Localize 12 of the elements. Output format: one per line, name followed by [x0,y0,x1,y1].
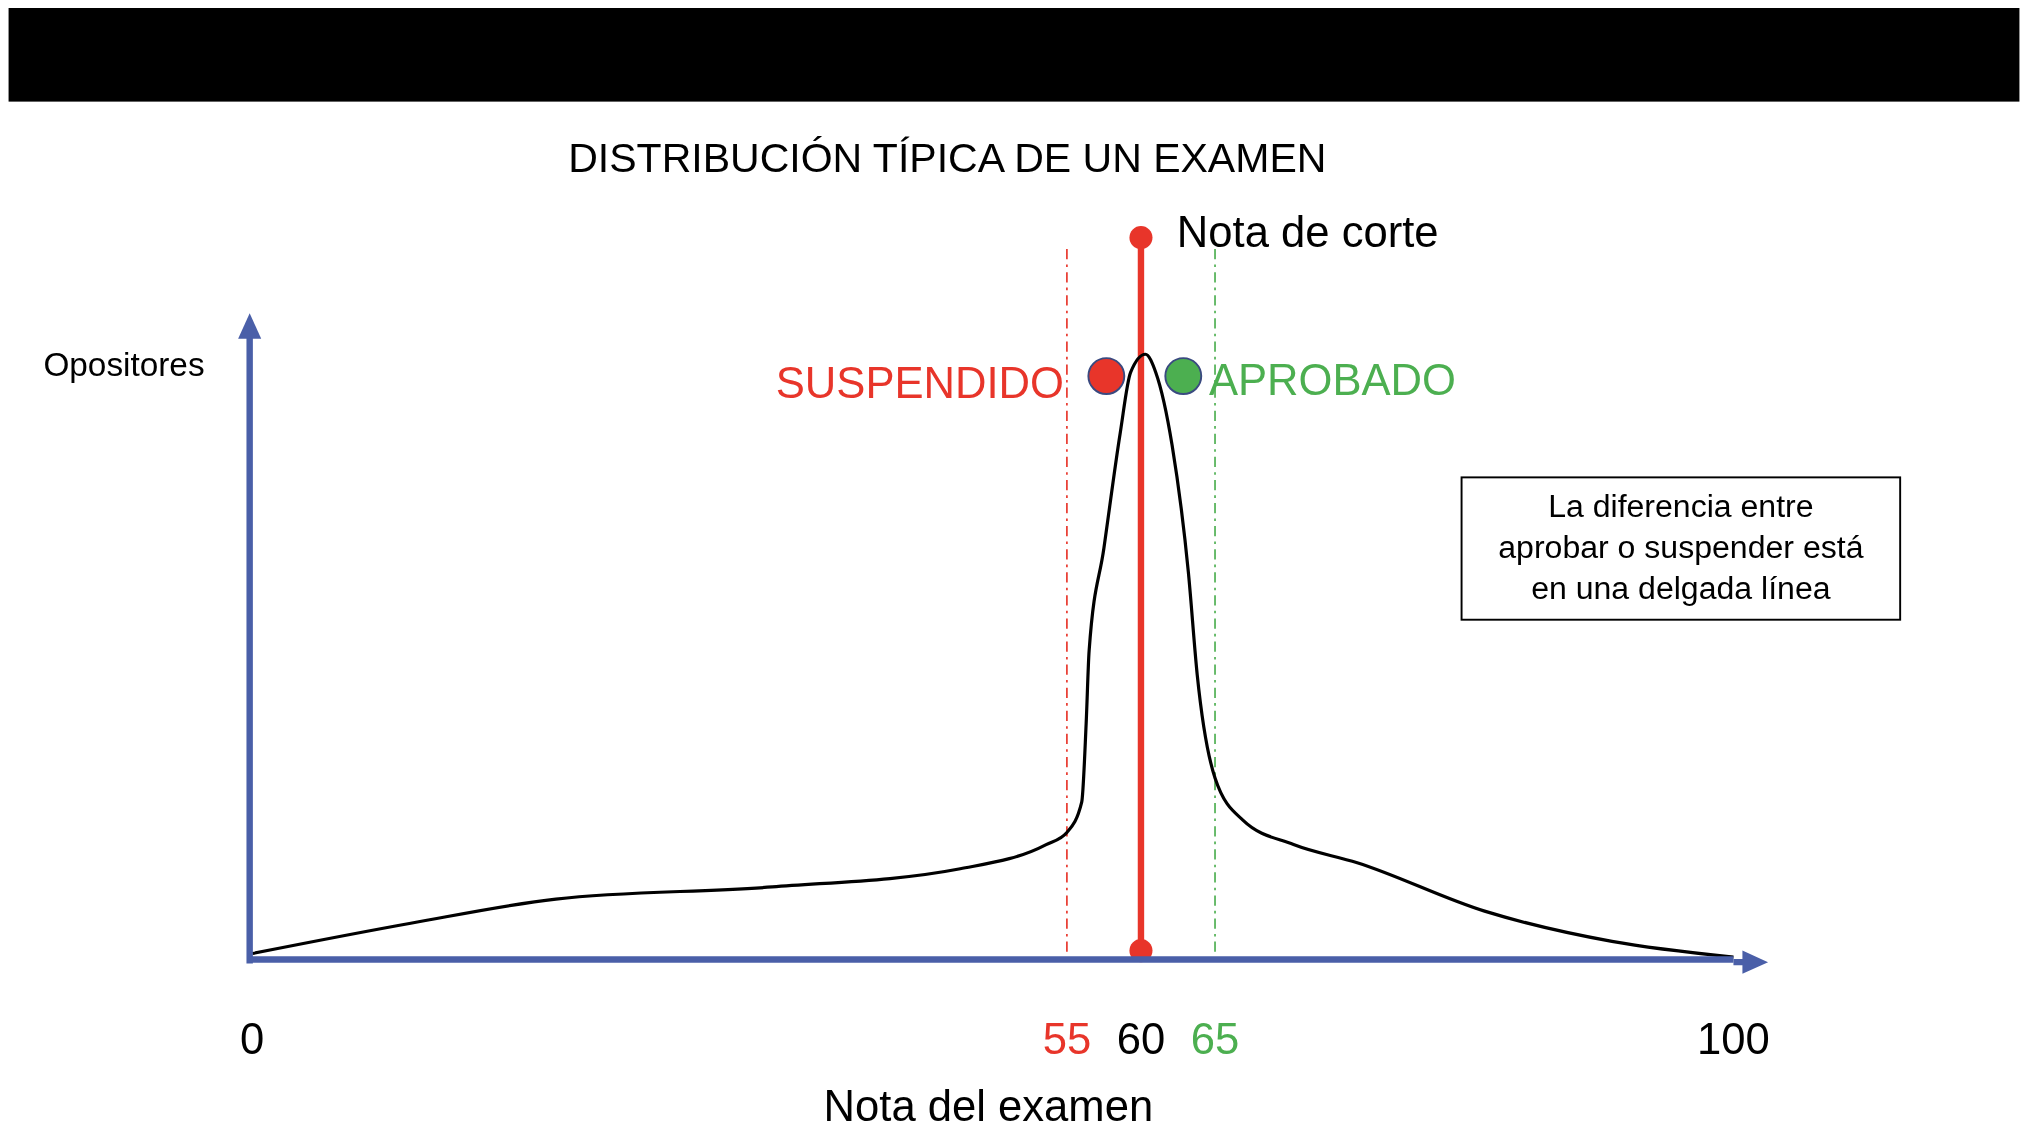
annotation: SUSPENDIDO [775,358,1065,407]
x-tick-label: 0 [240,1015,265,1064]
ref-line-label: Nota de corte [1176,207,1439,256]
x-axis-title: Nota del examen [823,1082,1154,1126]
x-tick-label: 65 [1190,1015,1240,1064]
x-tick-label: 100 [1697,1015,1770,1064]
y-axis-title: Opositores [43,346,205,384]
annotation: La diferencia entre aprobar o suspender está en una delgada línea [1498,488,1864,607]
x-tick-label: 55 [1042,1015,1092,1064]
chart-title: DISTRIBUCIÓN TÍPICA DE UN EXAMEN [568,135,1327,182]
x-tick-label: 60 [1116,1015,1166,1064]
annotation: APROBADO [1208,356,1457,405]
